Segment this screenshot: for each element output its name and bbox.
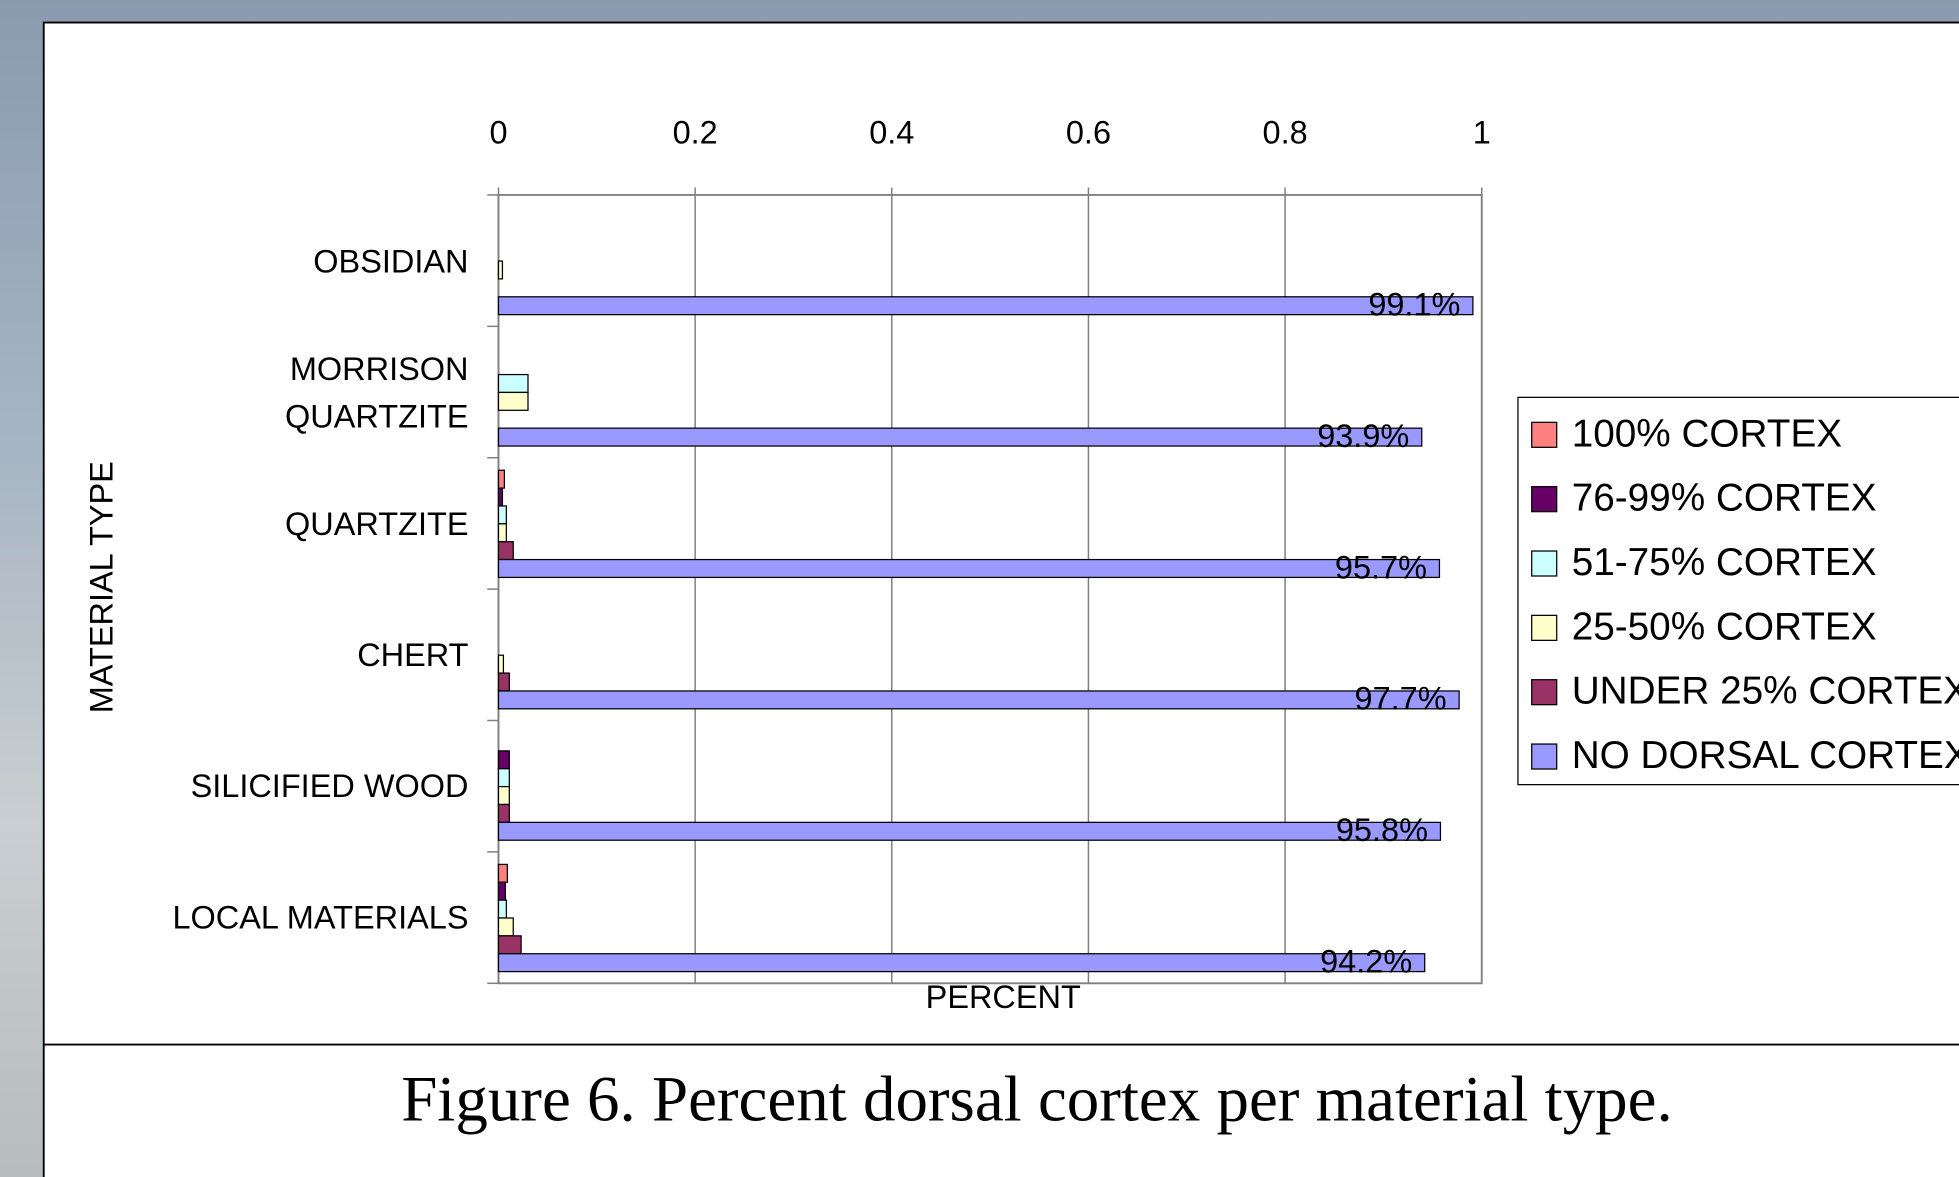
bar	[498, 560, 1439, 578]
bar	[498, 375, 527, 393]
bar	[498, 506, 506, 524]
category-label-box: SILICIFIED WOOD	[112, 721, 468, 852]
bar	[498, 954, 1424, 972]
y-tick-label: MORRISON QUARTZITE	[112, 326, 468, 457]
bar	[498, 751, 509, 769]
x-axis-title: PERCENT	[926, 979, 1081, 1015]
legend-label: 51-75% CORTEX	[1572, 541, 1877, 584]
y-tick-label: CHERT	[112, 589, 468, 720]
y-tick-label: OBSIDIAN	[112, 195, 468, 326]
bar	[498, 261, 502, 279]
page: Figure 6. Percent dorsal cortex per mate…	[0, 0, 1959, 1177]
bar	[498, 900, 506, 918]
bar	[498, 428, 1421, 446]
legend-swatch	[1532, 551, 1557, 576]
x-tick-label: 0	[489, 115, 507, 151]
bar	[498, 769, 509, 787]
data-label: 94.2%	[1320, 943, 1412, 979]
caption: Figure 6. Percent dorsal cortex per mate…	[401, 1064, 1673, 1136]
legend-label: 76-99% CORTEX	[1572, 477, 1877, 520]
x-tick-label: 0.6	[1066, 115, 1111, 151]
data-label: 95.7%	[1335, 549, 1427, 585]
bar	[498, 655, 503, 673]
bar	[498, 470, 504, 488]
bar	[498, 524, 506, 542]
bar	[498, 787, 509, 805]
x-tick-label: 0.4	[869, 115, 914, 151]
bar	[498, 691, 1459, 709]
bar	[498, 542, 513, 560]
data-label: 93.9%	[1317, 418, 1409, 454]
chart: Figure 6. Percent dorsal cortex per mate…	[0, 0, 1959, 1177]
legend-swatch	[1532, 615, 1557, 640]
y-tick-label: QUARTZITE	[112, 458, 468, 589]
category-label-box: CHERT	[112, 589, 468, 720]
data-label: 99.1%	[1368, 287, 1460, 323]
y-tick-label: LOCAL MATERIALS	[112, 852, 468, 983]
x-tick-label: 1	[1473, 115, 1491, 151]
bar	[498, 804, 509, 822]
category-label-box: LOCAL MATERIALS	[112, 852, 468, 983]
data-label: 97.7%	[1355, 681, 1447, 717]
category-label-box: MORRISON QUARTZITE	[112, 326, 468, 457]
legend-label: UNDER 25% CORTEX	[1572, 670, 1959, 713]
legend	[1518, 397, 1959, 784]
bar	[498, 488, 502, 506]
legend-label: NO DORSAL CORTEX	[1572, 734, 1959, 777]
legend-label: 100% CORTEX	[1572, 412, 1843, 455]
legend-swatch	[1532, 422, 1557, 447]
bar	[498, 392, 527, 410]
bar	[498, 882, 505, 900]
y-tick-label: SILICIFIED WOOD	[112, 721, 468, 852]
x-tick-label: 0.8	[1263, 115, 1308, 151]
category-label-box: QUARTZITE	[112, 458, 468, 589]
bar	[498, 918, 513, 936]
bar	[498, 822, 1440, 840]
bar	[498, 864, 507, 882]
bar	[498, 297, 1472, 315]
legend-swatch	[1532, 744, 1557, 769]
bar	[498, 936, 521, 954]
category-label-box: OBSIDIAN	[112, 195, 468, 326]
data-label: 95.8%	[1336, 812, 1428, 848]
legend-label: 25-50% CORTEX	[1572, 605, 1877, 648]
bar	[498, 673, 509, 691]
legend-swatch	[1532, 487, 1557, 512]
legend-swatch	[1532, 680, 1557, 705]
x-tick-label: 0.2	[673, 115, 718, 151]
